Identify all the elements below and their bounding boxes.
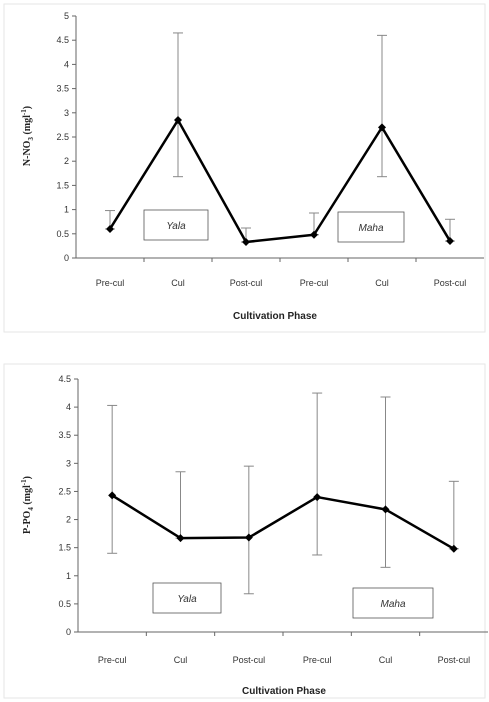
x-tick-label: Cul — [375, 278, 389, 288]
y-tick-label: 0.5 — [58, 599, 71, 609]
x-tick-label: Pre-cul — [96, 278, 125, 288]
data-point — [378, 123, 386, 132]
error-bar — [380, 396, 391, 568]
data-point — [449, 544, 458, 553]
y-tick-label: 2.5 — [58, 486, 71, 496]
annotation-box-yala: Yala — [152, 582, 222, 614]
data-point — [242, 238, 250, 247]
data-point — [176, 534, 185, 543]
nitrate-chart: N-NO3 (mgl-1) Cultivation Phase 0 0.5 1 1.5… — [3, 3, 486, 333]
y-tick-label: 1.5 — [56, 180, 69, 190]
error-bar — [107, 404, 118, 554]
data-point — [174, 116, 182, 125]
annotation-maha-label: Maha — [380, 599, 405, 610]
data-point — [108, 491, 117, 500]
data-point — [446, 237, 454, 246]
x-tick-label: Cul — [171, 278, 185, 288]
data-point — [310, 230, 318, 239]
y-tick-label: 2.5 — [56, 132, 69, 142]
phosphate-chart: P-PO4 (mgl-1) Cultivation Phase 0 0.5 1 1.5… — [3, 363, 488, 699]
y-tick-label: 3.5 — [56, 84, 69, 94]
data-point — [106, 224, 114, 233]
data-point — [244, 533, 253, 542]
x-tick-label: Post-cul — [230, 278, 263, 288]
error-bar — [243, 465, 254, 595]
data-point — [313, 493, 322, 502]
y-tick-label: 3 — [66, 458, 71, 468]
annotation-maha-label: Maha — [358, 223, 383, 234]
x-axis-title: Cultivation Phase — [233, 311, 317, 322]
y-tick-label: 4 — [66, 402, 71, 412]
y-tick-label: 2 — [64, 156, 69, 166]
x-tick-label: Cul — [174, 655, 188, 665]
y-tick-label: 3 — [64, 108, 69, 118]
x-tick-label: Pre-cul — [300, 278, 329, 288]
annotation-yala-label: Yala — [166, 221, 186, 232]
y-tick-label: 4.5 — [56, 35, 69, 45]
annotation-yala-label: Yala — [177, 594, 197, 605]
x-tick-label: Post-cul — [233, 655, 266, 665]
y-tick-label: 2 — [66, 515, 71, 525]
y-tick-label: 1.5 — [58, 543, 71, 553]
error-bar — [173, 32, 183, 178]
y-tick-label: 3.5 — [58, 430, 71, 440]
annotation-box-maha: Maha — [337, 211, 405, 243]
y-tick-label: 4 — [64, 59, 69, 69]
y-tick-label: 0 — [66, 627, 71, 637]
data-point — [381, 505, 390, 514]
annotation-box-yala: Yala — [143, 209, 209, 241]
x-tick-label: Pre-cul — [98, 655, 127, 665]
y-tick-label: 0.5 — [56, 229, 69, 239]
annotation-box-maha: Maha — [352, 587, 434, 619]
y-tick-label: 4.5 — [58, 374, 71, 384]
series-line — [108, 118, 452, 244]
series-line — [111, 494, 455, 550]
error-bar — [377, 34, 387, 178]
chart-border — [3, 3, 486, 333]
y-tick-label: 0 — [64, 253, 69, 263]
y-tick-label: 1 — [66, 571, 71, 581]
x-tick-label: Post-cul — [438, 655, 471, 665]
x-tick-label: Post-cul — [434, 278, 467, 288]
x-tick-label: Cul — [379, 655, 393, 665]
y-axis-title: N-NO3 (mgl-1) — [20, 106, 35, 166]
error-bar — [312, 392, 323, 556]
x-axis-title: Cultivation Phase — [242, 686, 326, 697]
x-tick-label: Pre-cul — [303, 655, 332, 665]
chart-border — [3, 363, 486, 699]
y-tick-label: 1 — [64, 205, 69, 215]
y-axis-title: P-PO4 (mgl-1) — [20, 476, 35, 534]
y-tick-label: 5 — [64, 11, 69, 21]
